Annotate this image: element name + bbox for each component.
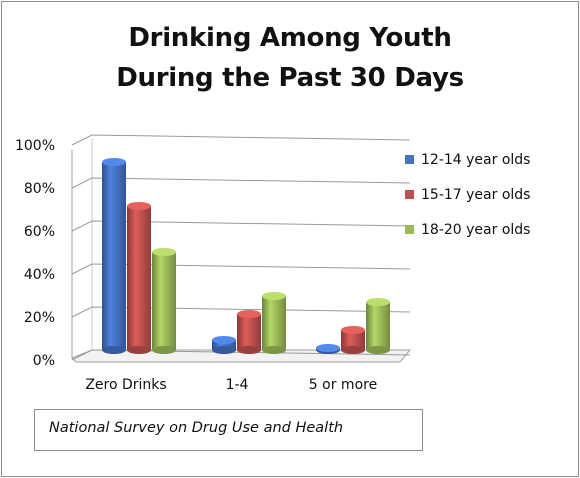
y-tick-label: 80% <box>24 181 55 197</box>
y-tick-label: 0% <box>33 353 55 369</box>
bar <box>341 326 365 354</box>
gridline <box>71 306 411 318</box>
chart-title-line-1: Drinking Among Youth <box>128 23 452 53</box>
bar <box>262 292 286 354</box>
bars <box>102 158 390 354</box>
y-tick-label: 20% <box>24 310 55 326</box>
bar <box>316 344 340 354</box>
legend-swatch <box>405 225 414 234</box>
gridlines <box>71 134 411 361</box>
y-axis-tick-labels: 0% 20% 40% 60% 80% 100% <box>15 138 55 369</box>
chart-title: Drinking Among Youth During the Past 30 … <box>0 18 580 98</box>
chart-title-line-2: During the Past 30 Days <box>116 63 464 93</box>
gridline <box>71 349 411 361</box>
x-category-label: Zero Drinks <box>85 377 166 393</box>
x-category-label: 5 or more <box>309 377 377 393</box>
gridline <box>71 263 411 275</box>
bar <box>102 158 126 354</box>
bar <box>152 248 176 354</box>
gridline <box>71 134 411 146</box>
bar <box>366 298 390 354</box>
source-annotation-box: National Survey on Drug Use and Health <box>34 409 423 451</box>
legend-label: 15-17 year olds <box>421 187 531 203</box>
bar <box>212 336 236 354</box>
y-tick-label: 100% <box>15 138 55 154</box>
legend-swatch <box>405 190 414 199</box>
y-tick-label: 40% <box>24 267 55 283</box>
bar <box>127 202 151 354</box>
legend-label: 18-20 year olds <box>421 222 531 238</box>
legend-label: 12-14 year olds <box>421 152 531 168</box>
x-axis-category-labels: Zero Drinks 1-4 5 or more <box>85 377 377 393</box>
gridline <box>71 177 411 189</box>
legend-swatch <box>405 155 414 164</box>
gridline <box>71 220 411 232</box>
source-annotation: National Survey on Drug Use and Health <box>49 420 344 436</box>
y-tick-label: 60% <box>24 224 55 240</box>
bar <box>237 310 261 354</box>
x-category-label: 1-4 <box>226 377 249 393</box>
